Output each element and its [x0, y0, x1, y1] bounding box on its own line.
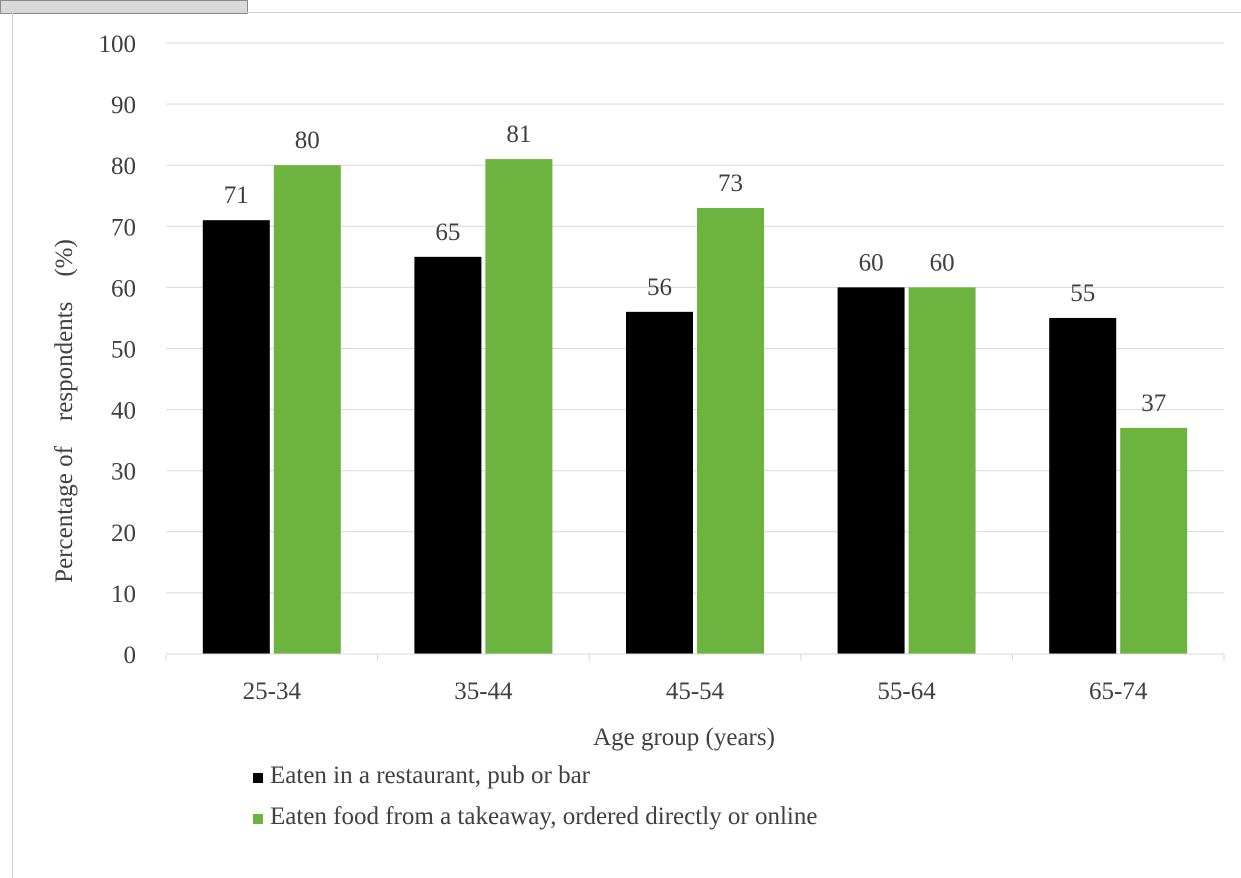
legend-label: Eaten food from a takeaway, ordered dire… [270, 803, 817, 830]
data-label: 60 [930, 249, 955, 276]
y-tick-label: 40 [111, 398, 136, 425]
legend: Eaten in a restaurant, pub or bar Eaten f… [253, 762, 817, 830]
bar-takeaway [697, 207, 764, 654]
y-tick-label: 70 [111, 214, 136, 241]
bar-takeaway [485, 159, 553, 654]
x-tick-label: 55-64 [877, 678, 936, 705]
data-label: 56 [647, 274, 672, 301]
data-label: 73 [718, 170, 743, 197]
y-tick-label: 20 [111, 520, 136, 547]
y-tick-label: 0 [124, 642, 137, 669]
y-tick-label: 60 [111, 275, 136, 302]
x-tick-label: 25-34 [243, 678, 302, 705]
data-label: 81 [506, 121, 531, 148]
bar-restaurant [837, 287, 905, 654]
chart-tab-box [0, 0, 248, 14]
bar-restaurant [626, 311, 693, 654]
legend-label: Eaten in a restaurant, pub or bar [270, 762, 591, 789]
gridlines [166, 42, 1224, 594]
y-tick-label: 80 [111, 153, 136, 180]
bar-takeaway [908, 287, 976, 654]
data-label: 65 [435, 219, 460, 246]
y-tick-label: 90 [111, 92, 136, 119]
x-tick-label: 35-44 [454, 678, 513, 705]
data-label: 71 [224, 182, 249, 209]
bars [202, 159, 1188, 654]
bar-takeaway [1120, 427, 1188, 654]
legend-swatch [253, 814, 263, 824]
data-label: 55 [1070, 280, 1095, 307]
data-label: 80 [295, 127, 320, 154]
bar-restaurant [1049, 317, 1117, 654]
data-label: 60 [859, 249, 884, 276]
bar-restaurant [202, 220, 270, 654]
y-tick-label: 50 [111, 337, 136, 364]
y-tick-label: 10 [111, 581, 136, 608]
data-labels: 71 65 56 60 55 80 81 73 60 37 [224, 121, 1166, 417]
bar-restaurant [414, 256, 482, 654]
data-label: 37 [1141, 390, 1166, 417]
legend-swatch [253, 773, 263, 783]
y-axis-ticks: 0 10 20 30 40 50 60 70 80 90 100 [99, 31, 137, 669]
y-axis-label: Percentage of respondents (%) [51, 239, 78, 583]
x-tick-label: 65-74 [1089, 678, 1148, 705]
y-tick-label: 30 [111, 459, 136, 486]
bar-takeaway [273, 165, 341, 654]
x-axis-label: Age group (years) [593, 724, 775, 751]
chart-frame [12, 12, 1241, 878]
y-tick-label: 100 [99, 31, 137, 58]
x-axis: 25-34 35-44 45-54 55-64 65-74 [165, 653, 1225, 705]
x-tick-label: 45-54 [666, 678, 725, 705]
